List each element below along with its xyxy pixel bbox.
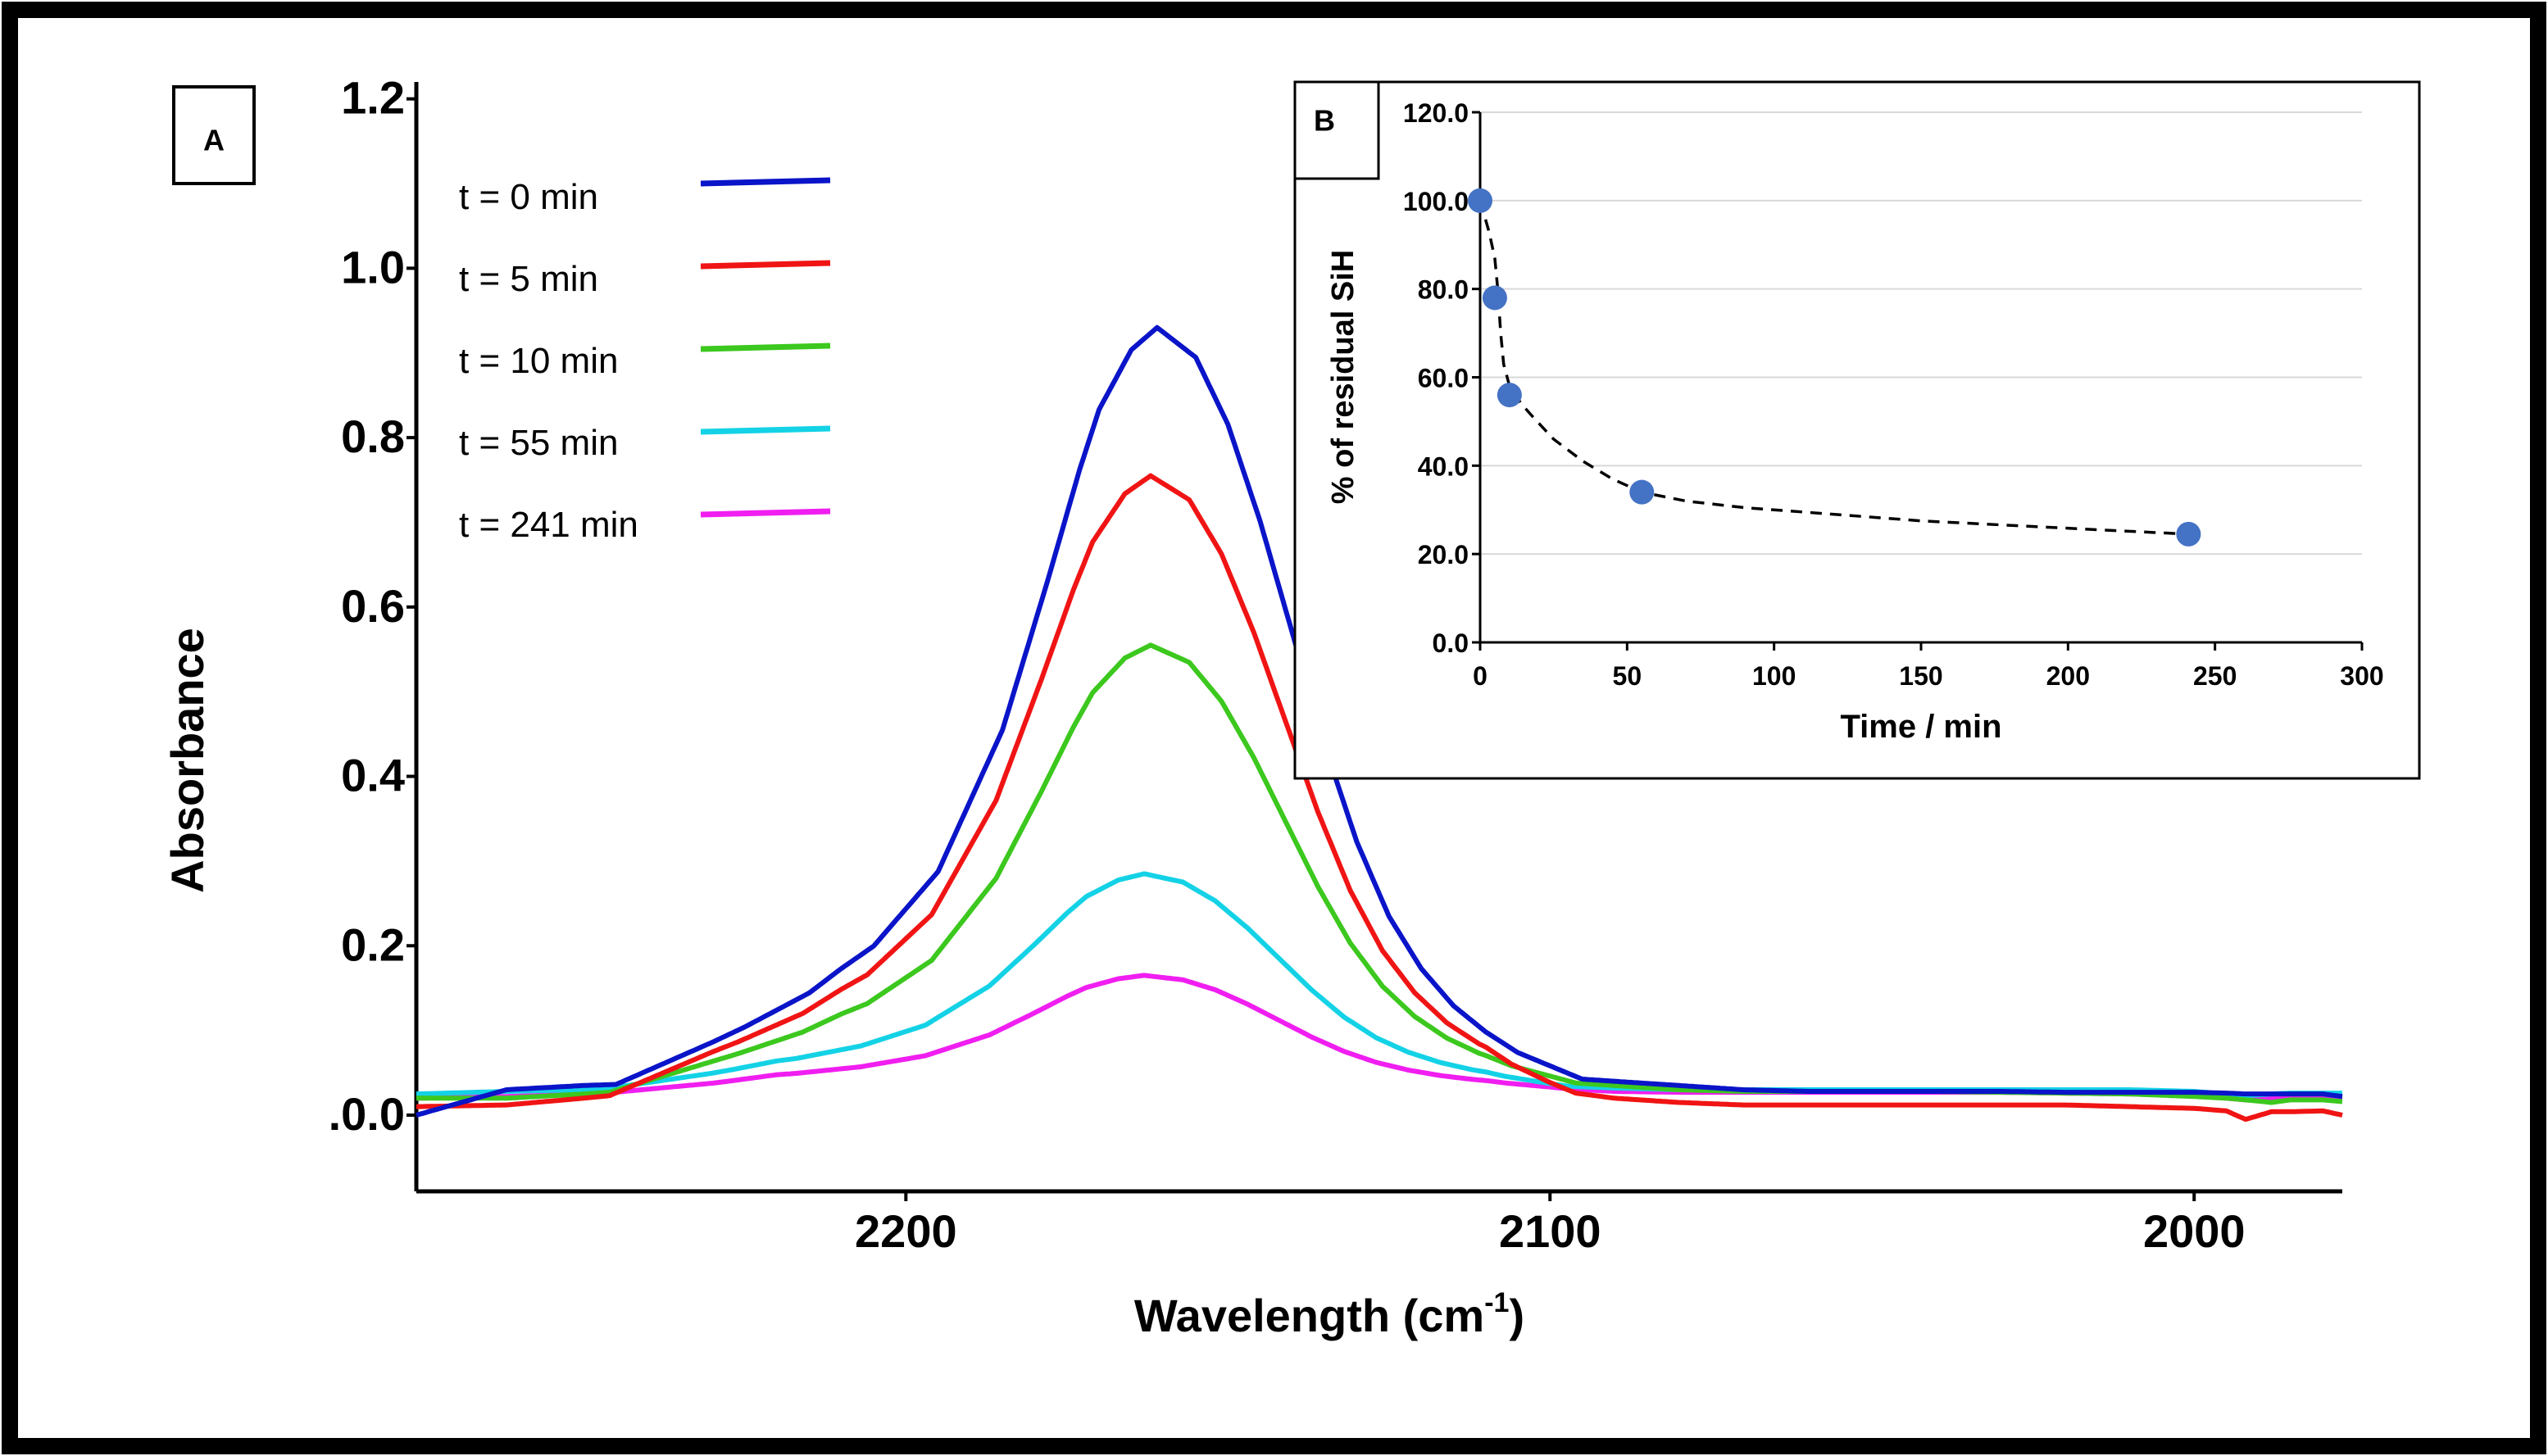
x-tick-label: 2200 (855, 1205, 957, 1257)
panel-b-chart: B 0.0 20.0 40.0 60.0 80.0 100.0 120.0 0 50 100 15… (1293, 80, 2421, 780)
x-tick-label: 300 (2340, 661, 2383, 691)
panel-a-y-ticks: .0.0 0.2 0.4 0.6 0.8 1.0 1.2 (329, 72, 416, 1140)
y-tick-label: 100.0 (1403, 187, 1469, 216)
y-tick-label: 1.0 (341, 241, 405, 293)
panel-b-x-ticks: 0 50 100 150 200 250 300 (1473, 642, 2384, 691)
panel-a-label: A (203, 124, 225, 157)
y-tick-label: 0.4 (341, 750, 405, 801)
y-tick-label: 20.0 (1418, 540, 1469, 569)
legend-swatch (700, 425, 831, 435)
fit-curve (1478, 200, 2189, 536)
panel-a-legend: t = 0 min t = 5 min t = 10 min t = 55 min t … (459, 177, 831, 545)
legend-label: t = 241 min (459, 505, 638, 545)
panel-a-chart: A .0.00.20.40.60.81.01.2 2200 2100 2000 Ab… (161, 72, 2343, 1341)
panel-a-x-axis-title: Wavelength (cm-1) (1134, 1287, 1524, 1341)
data-point (1497, 383, 1522, 408)
legend-swatch (700, 260, 831, 270)
data-point (1629, 479, 1655, 505)
x-tick-label: 250 (2193, 661, 2237, 691)
x-tick-label: 200 (2046, 661, 2090, 691)
x-tick-label: 100 (1752, 661, 1796, 691)
y-tick-label: .0.0 (329, 1088, 405, 1140)
y-tick-label: 0.6 (341, 580, 405, 632)
x-tick-label: 0 (1473, 661, 1487, 691)
panel-b-gridlines (1480, 111, 2362, 556)
series-line-1 (416, 473, 2343, 1123)
y-tick-label: 0.2 (341, 919, 405, 970)
panel-b-y-ticks: 0.0 20.0 40.0 60.0 80.0 100.0 120.0 (1403, 98, 1480, 658)
y-tick-label: 0.8 (341, 410, 405, 462)
x-title-superscript: -1 (1484, 1287, 1509, 1318)
panel-b-label: B (1314, 104, 1335, 138)
x-tick-label: 50 (1613, 661, 1642, 691)
series-line-0 (416, 324, 2343, 1118)
y-tick-label: 80.0 (1418, 275, 1469, 305)
x-title-main: Wavelength (cm (1134, 1290, 1484, 1341)
legend-swatch (700, 508, 831, 518)
panel-a-y-axis-title: Absorbance (161, 628, 213, 893)
panel-a-label-box (172, 85, 256, 185)
x-tick-label: 2100 (1499, 1205, 1601, 1257)
data-point (2176, 521, 2201, 547)
data-point (1482, 285, 1507, 311)
y-tick-label: 0.0 (1433, 628, 1469, 658)
legend-label: t = 0 min (459, 177, 598, 217)
panel-b-points (1468, 188, 2201, 547)
data-point (1468, 188, 1492, 213)
panel-a-x-ticks: 2200 2100 2000 (855, 1191, 2246, 1257)
panel-b-fit (1478, 200, 2189, 536)
y-tick-label: 120.0 (1403, 98, 1469, 128)
y-tick-label: 1.2 (341, 72, 405, 124)
panel-b-y-axis-title: % of residual SiH (1326, 250, 1360, 504)
panel-b-label-box (1293, 80, 1380, 180)
x-tick-label: 150 (1899, 661, 1942, 691)
legend-swatch (700, 177, 831, 187)
panel-a-series (416, 324, 2343, 1123)
legend-label: t = 55 min (459, 423, 618, 463)
panel-b-x-axis-title: Time / min (1840, 709, 2001, 745)
legend-swatch (700, 342, 831, 352)
y-tick-label: 60.0 (1418, 364, 1469, 393)
legend-label: t = 10 min (459, 341, 618, 381)
y-tick-label: 40.0 (1418, 451, 1469, 481)
x-tick-label: 2000 (2143, 1205, 2246, 1257)
legend-label: t = 5 min (459, 259, 598, 299)
x-title-close: ) (1509, 1290, 1524, 1341)
